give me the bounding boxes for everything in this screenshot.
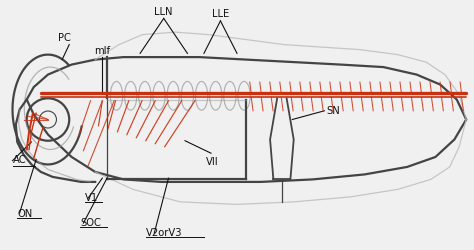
Text: VII: VII xyxy=(206,156,219,166)
Text: SOC: SOC xyxy=(80,217,101,227)
Text: AC: AC xyxy=(12,155,26,165)
Text: V2orV3: V2orV3 xyxy=(146,227,183,237)
Text: PC: PC xyxy=(58,33,71,43)
Text: V1: V1 xyxy=(85,192,98,202)
Text: SN: SN xyxy=(327,105,340,115)
Text: ON: ON xyxy=(17,208,33,218)
Text: LLE: LLE xyxy=(212,10,229,19)
Text: LLN: LLN xyxy=(155,7,173,17)
Text: mlf: mlf xyxy=(94,46,110,56)
